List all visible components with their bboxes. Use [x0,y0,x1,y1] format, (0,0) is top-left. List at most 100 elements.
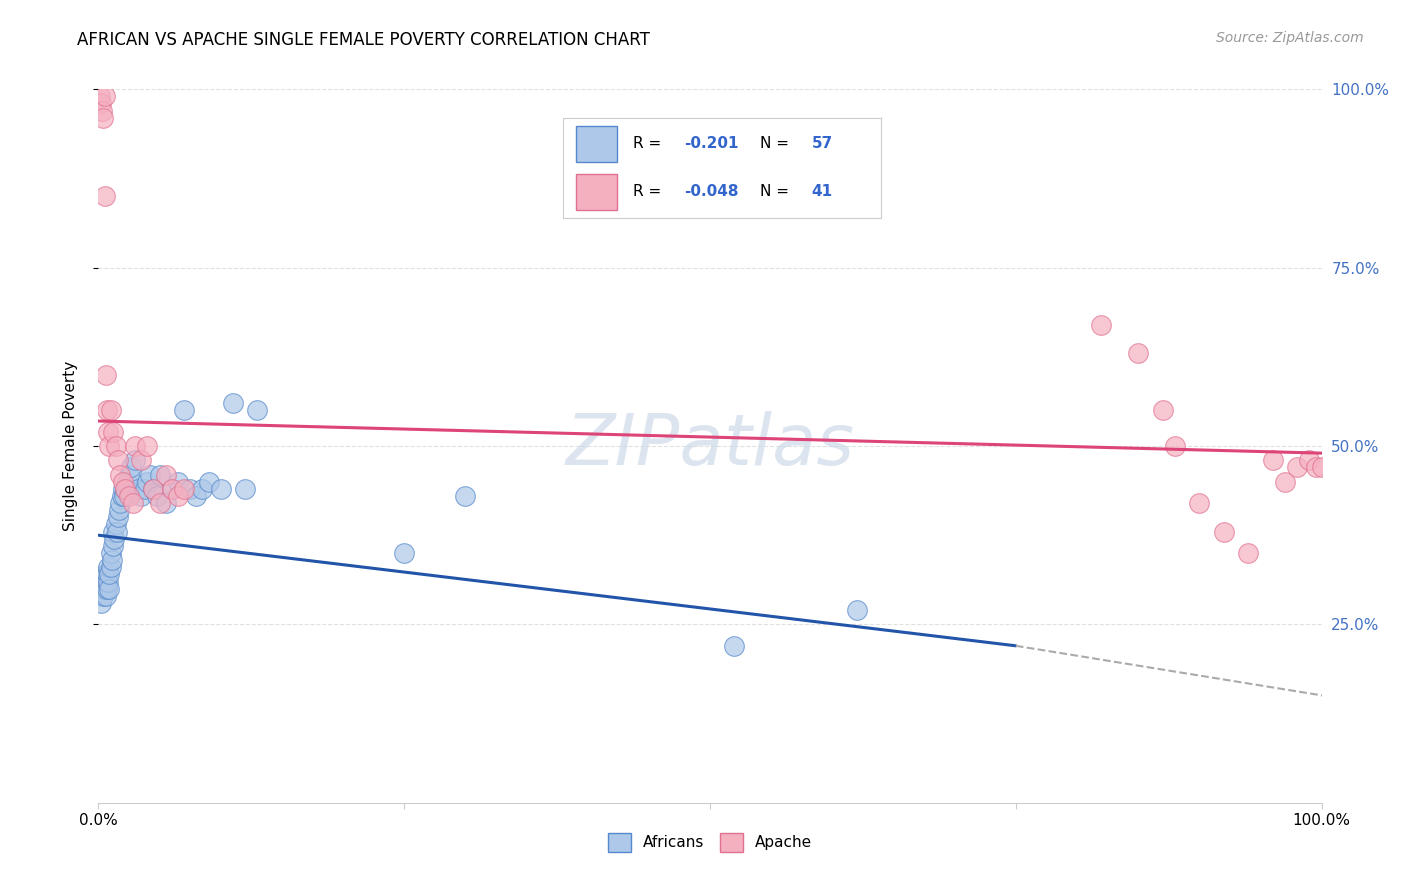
Point [129,489,152,503]
Point [98,439,121,453]
Point [101,425,124,439]
Point [1274,475,1296,489]
Point [127,482,149,496]
Point [1152,403,1174,417]
Point [91,589,114,603]
Point [112,489,135,503]
Point [93,582,115,596]
Point [118,489,141,503]
Legend: Africans, Apache: Africans, Apache [600,825,820,859]
Point [114,482,136,496]
Point [98,582,121,596]
Point [96,567,118,582]
Point [97,560,120,574]
Point [155,467,177,482]
Point [1261,453,1284,467]
Point [1310,460,1333,475]
Point [90,596,112,610]
Point [105,524,128,539]
Point [110,496,132,510]
Point [392,546,416,560]
Point [101,524,124,539]
Point [110,467,132,482]
Point [723,639,745,653]
Point [93,567,115,582]
Point [114,482,136,496]
Point [233,482,256,496]
Point [179,482,201,496]
Point [1212,524,1234,539]
Point [104,517,127,532]
Point [97,425,120,439]
Point [111,489,134,503]
Point [94,589,117,603]
Point [97,574,120,589]
Point [98,567,121,582]
Point [91,111,114,125]
Point [149,496,172,510]
Point [136,475,159,489]
Point [167,489,190,503]
Point [167,475,190,489]
Point [94,574,117,589]
Point [118,467,141,482]
Point [93,89,115,103]
Point [121,496,143,510]
Point [197,475,219,489]
Point [111,475,134,489]
Point [91,582,114,596]
Point [1286,460,1309,475]
Point [94,368,117,382]
Point [129,453,152,467]
Point [91,103,114,118]
Point [160,482,183,496]
Text: AFRICAN VS APACHE SINGLE FEMALE POVERTY CORRELATION CHART: AFRICAN VS APACHE SINGLE FEMALE POVERTY … [77,31,650,49]
Point [124,453,146,467]
Point [90,96,112,111]
Point [96,403,118,417]
Point [136,439,159,453]
Point [155,496,177,510]
Point [96,582,118,596]
Point [100,403,122,417]
Point [173,482,195,496]
Point [209,482,232,496]
Point [149,467,172,482]
Point [107,453,129,467]
Point [1305,460,1327,475]
Point [139,467,162,482]
Point [454,489,477,503]
Point [89,89,111,103]
Point [101,553,124,567]
Point [124,439,146,453]
Point [1164,439,1187,453]
Point [146,489,169,503]
Point [191,482,214,496]
Point [142,482,165,496]
Point [186,489,208,503]
Text: ZIPatlas: ZIPatlas [565,411,855,481]
Point [1237,546,1260,560]
Point [104,439,127,453]
Point [246,403,269,417]
Point [1188,496,1211,510]
Point [1128,346,1150,360]
Point [103,532,125,546]
Point [93,189,115,203]
Point [120,460,142,475]
Point [101,539,124,553]
Point [91,574,114,589]
Point [111,482,134,496]
Y-axis label: Single Female Poverty: Single Female Poverty [63,361,77,531]
Point [134,482,156,496]
Point [100,560,122,574]
Point [1298,453,1320,467]
Point [1090,318,1112,332]
Point [100,546,122,560]
Point [107,510,129,524]
Text: Source: ZipAtlas.com: Source: ZipAtlas.com [1216,31,1364,45]
Point [142,482,165,496]
Point [222,396,245,410]
Point [845,603,868,617]
Point [173,403,195,417]
